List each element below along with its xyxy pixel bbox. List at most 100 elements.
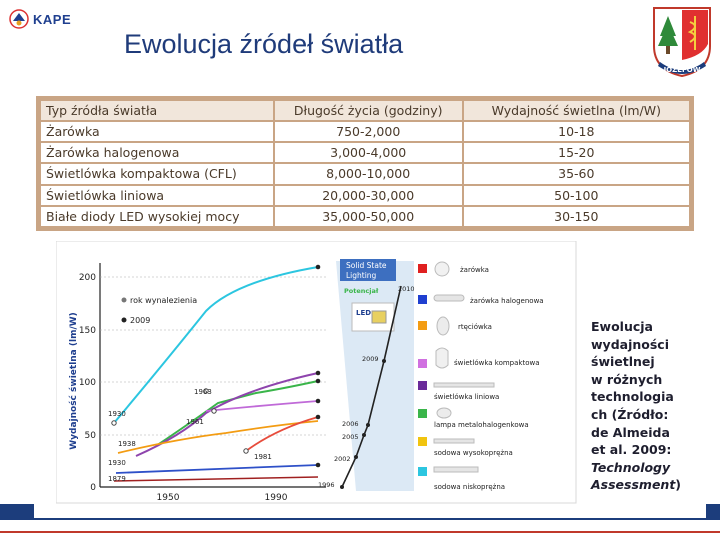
lamp-label: lampa metalohalogenkowa: [434, 421, 529, 429]
halogen-tube-icon: [433, 294, 465, 302]
led-year-label: 1996: [318, 481, 335, 489]
kape-logo-icon: [9, 9, 29, 29]
series-line-red: [245, 416, 319, 452]
table-cell: Żarówka halogenowa: [41, 143, 273, 163]
lamp-color-swatch: [418, 409, 427, 418]
kape-logo: KAPE: [8, 8, 71, 30]
logo-text: KAPE: [33, 11, 72, 27]
linear-tube-icon: [433, 382, 495, 388]
footer-accent-line: [0, 531, 720, 533]
efficacy-chart: 200 150 100 50 0 1950 1990 Wydajność świ…: [56, 241, 577, 504]
lamp-label: rtęciówka: [458, 323, 492, 331]
invention-year-label: 1981: [254, 453, 272, 461]
caption-line: technologia: [591, 389, 674, 405]
table-cell: 50-100: [463, 185, 689, 205]
mercury-lamp-icon: [436, 316, 450, 336]
lamp-label: świetlówka liniowa: [434, 393, 499, 401]
table-cell: 3,000-4,000: [274, 143, 462, 163]
table-header-efficacy: Wydajność świetlna (lm/W): [463, 101, 689, 120]
crest-text: JÓZEFÓW: [663, 65, 701, 74]
series-line-blue: [115, 464, 319, 474]
led-year-label: 2006: [342, 420, 359, 428]
hps-lamp-icon: [433, 438, 475, 444]
caption-line: et al. 2009:: [591, 442, 672, 458]
series-line-led: [341, 285, 402, 488]
table-cell: 750-2,000: [274, 122, 462, 142]
ssl-title-box: [340, 259, 396, 281]
led-label: LED: [356, 309, 371, 317]
legend-marker: [121, 317, 127, 323]
table-row: Świetlówka kompaktowa (CFL) 8,000-10,000…: [41, 164, 689, 184]
data-point-2009: [315, 462, 321, 468]
lamp-label: sodowa niskoprężna: [434, 483, 505, 491]
cfl-icon: [435, 347, 449, 369]
lamp-label: żarówka halogenowa: [470, 297, 544, 305]
caption-line: Technology: [591, 459, 683, 477]
lps-lamp-icon: [433, 466, 479, 473]
caption-line: Assessment): [591, 476, 683, 494]
table-cell: 35-60: [463, 164, 689, 184]
lamp-color-swatch: [418, 264, 427, 273]
invention-point: [203, 388, 209, 394]
invention-year-label: 1879: [108, 475, 126, 483]
x-tick-label: 1950: [157, 493, 180, 503]
invention-year-label: 1930: [108, 459, 126, 467]
table-header-lifetime: Długość życia (godziny): [274, 101, 462, 120]
lamp-color-swatch: [418, 321, 427, 330]
table-row: Żarówka halogenowa 3,000-4,000 15-20: [41, 143, 689, 163]
series-line-cyan: [113, 266, 319, 424]
led-year-label: 2002: [334, 455, 351, 463]
led-year-label: 2009: [362, 355, 379, 363]
table-cell: 30-150: [463, 206, 689, 226]
jozefow-crest-icon: JÓZEFÓW: [653, 7, 711, 78]
invention-year-label: 1938: [118, 440, 136, 448]
lamp-color-swatch: [418, 359, 427, 368]
efficacy-figure: 200 150 100 50 0 1950 1990 Wydajność świ…: [56, 241, 716, 511]
y-tick-label: 200: [79, 273, 96, 283]
data-point-2009: [315, 378, 321, 384]
lamp-color-swatch: [418, 381, 427, 390]
table-cell: Świetlówka liniowa: [41, 185, 273, 205]
legend-label: rok wynalezienia: [130, 296, 197, 305]
x-tick-label: 1990: [265, 493, 288, 503]
caption-line: w różnych: [591, 371, 663, 387]
caption-line: wydajności: [591, 336, 669, 352]
caption-line: ch (Źródło:: [591, 406, 669, 422]
bulb-icon: [434, 261, 450, 277]
caption-line: świetlnej: [591, 354, 655, 370]
legend-marker: [121, 297, 127, 303]
data-point-2009: [315, 264, 321, 270]
invention-point: [211, 408, 217, 414]
y-tick-label: 100: [79, 378, 96, 388]
table-cell: 20,000-30,000: [274, 185, 462, 205]
page-title: Ewolucja źródeł światła: [124, 29, 404, 59]
footer-band: [34, 504, 706, 518]
lamp-color-swatch: [418, 295, 427, 304]
data-point-2009: [315, 414, 321, 420]
table-row: Białe diody LED wysokiej mocy 35,000-50,…: [41, 206, 689, 226]
table-row: Świetlówka liniowa 20,000-30,000 50-100: [41, 185, 689, 205]
lamp-label: sodowa wysokoprężna: [434, 449, 513, 457]
legend-label: 2009: [130, 316, 150, 325]
table-cell: Białe diody LED wysokiej mocy: [41, 206, 273, 226]
table-cell: Świetlówka kompaktowa (CFL): [41, 164, 273, 184]
series-line-darkred: [113, 476, 319, 482]
potential-label: Potencjał: [344, 287, 379, 295]
table-cell: 15-20: [463, 143, 689, 163]
invention-point: [111, 420, 117, 426]
metal-halide-icon: [436, 407, 452, 419]
invention-year-label: 1930: [108, 410, 126, 418]
caption-source-title: Assessment: [591, 477, 676, 493]
lamp-color-swatch: [418, 437, 427, 446]
table-header-type: Typ źródła światła: [41, 101, 273, 120]
caption-close-paren: ): [675, 477, 682, 493]
led-year-label: 2005: [342, 433, 359, 441]
lamp-label: świetlówka kompaktowa: [454, 359, 540, 367]
lamp-color-swatch: [418, 467, 427, 476]
caption-line: de Almeida: [591, 424, 670, 440]
table-cell: Żarówka: [41, 122, 273, 142]
data-point-2009: [315, 370, 321, 376]
table-header-row: Typ źródła światła Długość życia (godzin…: [41, 101, 689, 120]
caption-source-title: Technology: [591, 459, 671, 475]
table-cell: 8,000-10,000: [274, 164, 462, 184]
